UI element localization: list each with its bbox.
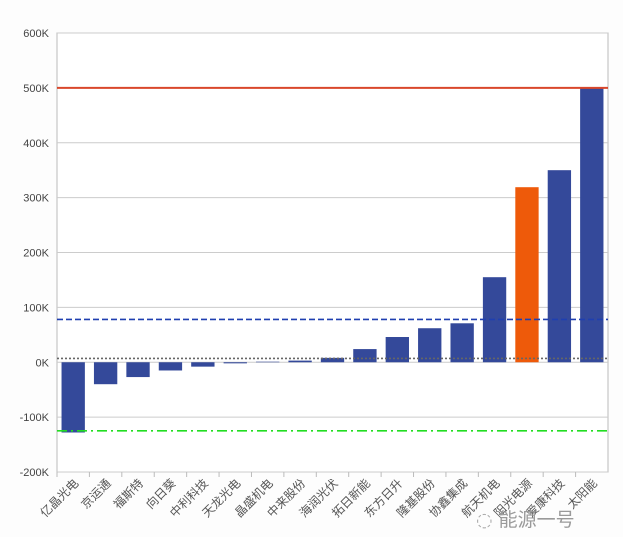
bar: [191, 362, 215, 367]
bar: [158, 362, 183, 371]
bar: [61, 362, 85, 433]
y-tick-label: -200K: [20, 467, 50, 479]
bar: [353, 349, 377, 363]
bar: [126, 362, 150, 378]
bar: [385, 337, 409, 363]
y-tick-label: 300K: [23, 193, 49, 205]
bar: [418, 328, 442, 363]
y-tick-label: 200K: [23, 248, 49, 260]
y-tick-label: 0K: [36, 357, 50, 369]
bar: [547, 170, 572, 363]
bar: [223, 362, 247, 364]
x-tick-label: 福斯特: [110, 476, 146, 512]
bar: [515, 187, 539, 363]
bar: [256, 361, 280, 363]
x-tick-label: 京运通: [78, 476, 113, 511]
y-tick-label: 500K: [23, 83, 49, 95]
wechat-icon: ◌: [476, 509, 499, 531]
bar: [288, 360, 312, 363]
bar: [93, 362, 118, 385]
y-tick-label: 400K: [23, 138, 49, 150]
y-tick-label: 100K: [23, 302, 49, 314]
watermark-text: 能源一号: [498, 509, 575, 531]
bar: [450, 323, 474, 363]
y-tick-label: 600K: [23, 28, 49, 40]
bar: [320, 357, 345, 363]
watermark: ◌ 能源一号: [476, 505, 575, 532]
y-tick-label: -100K: [20, 412, 50, 424]
bar: [580, 87, 604, 363]
x-tick-label: 亿晶光电: [37, 476, 82, 521]
